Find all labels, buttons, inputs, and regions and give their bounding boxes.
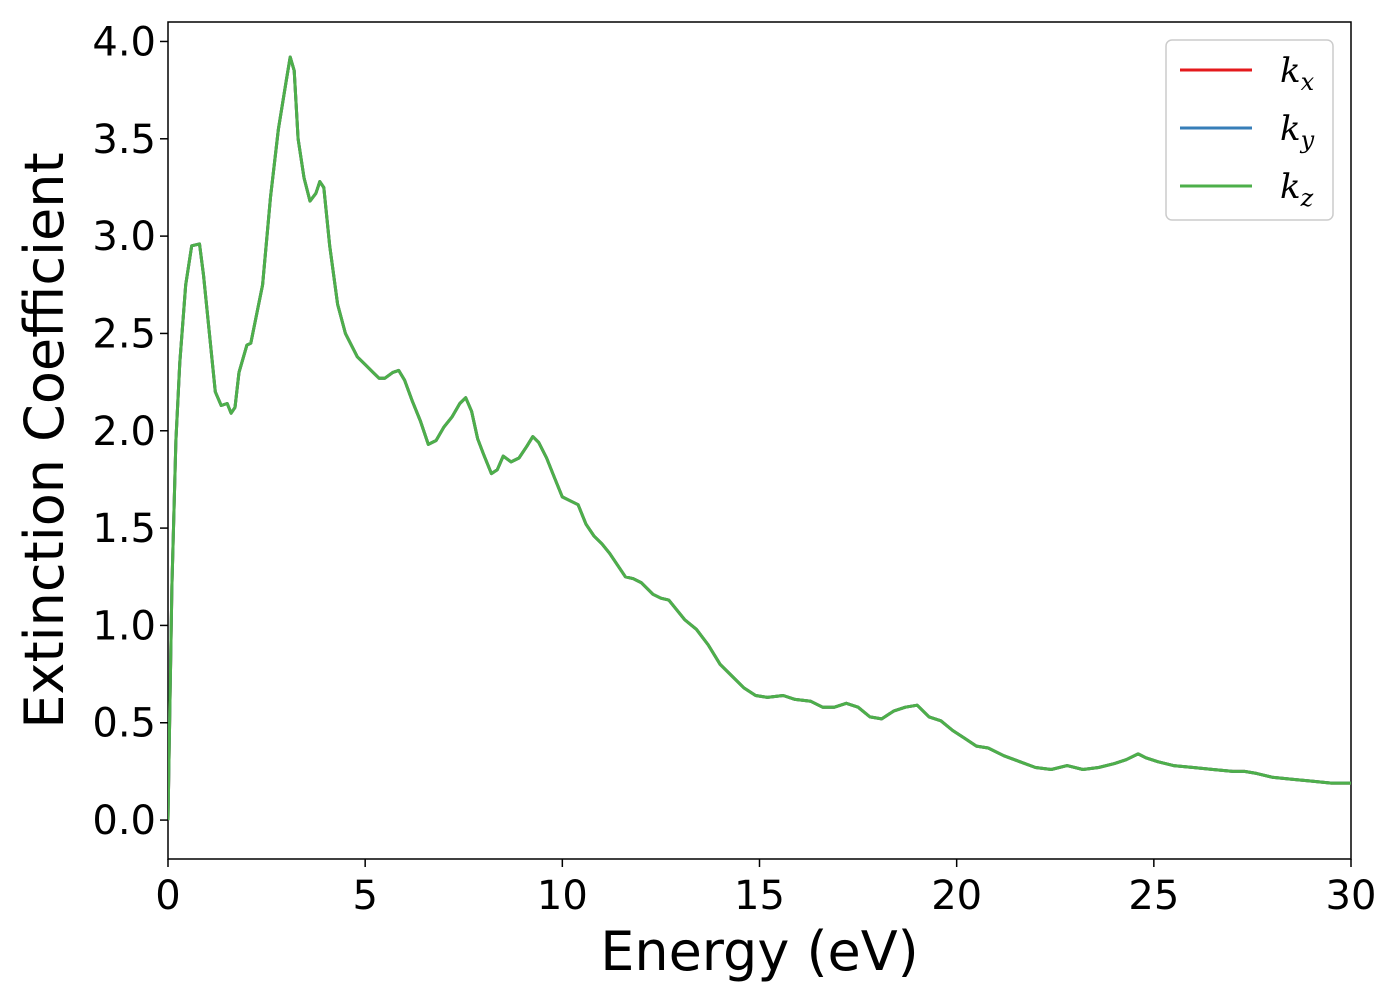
y-tick-label: 4.0 xyxy=(92,19,156,65)
y-tick-label: 1.0 xyxy=(92,603,156,649)
x-tick-label: 5 xyxy=(352,873,377,919)
legend-label-ky: ky xyxy=(1280,109,1315,154)
x-tick-label: 20 xyxy=(931,873,982,919)
x-tick-label: 0 xyxy=(155,873,180,919)
y-tick-label: 2.0 xyxy=(92,409,156,455)
x-tick-label: 10 xyxy=(537,873,588,919)
y-tick-label: 2.5 xyxy=(92,311,156,357)
y-tick-label: 3.5 xyxy=(92,117,156,163)
legend-box xyxy=(1165,39,1334,221)
x-tick-label: 25 xyxy=(1128,873,1179,919)
y-tick-label: 0.5 xyxy=(92,701,156,747)
legend-label-kx: kx xyxy=(1280,51,1315,96)
x-tick-label: 15 xyxy=(734,873,785,919)
legend-label-kz: kz xyxy=(1280,167,1314,212)
x-axis-title: Energy (eV) xyxy=(600,920,919,983)
series-line-kz xyxy=(168,55,1351,821)
y-tick-label: 1.5 xyxy=(92,506,156,552)
y-axis-title: Extinction Coefficient xyxy=(13,152,76,728)
x-tick-label: 30 xyxy=(1326,873,1377,919)
y-tick-label: 0.0 xyxy=(92,798,156,844)
y-tick-label: 3.0 xyxy=(92,214,156,260)
